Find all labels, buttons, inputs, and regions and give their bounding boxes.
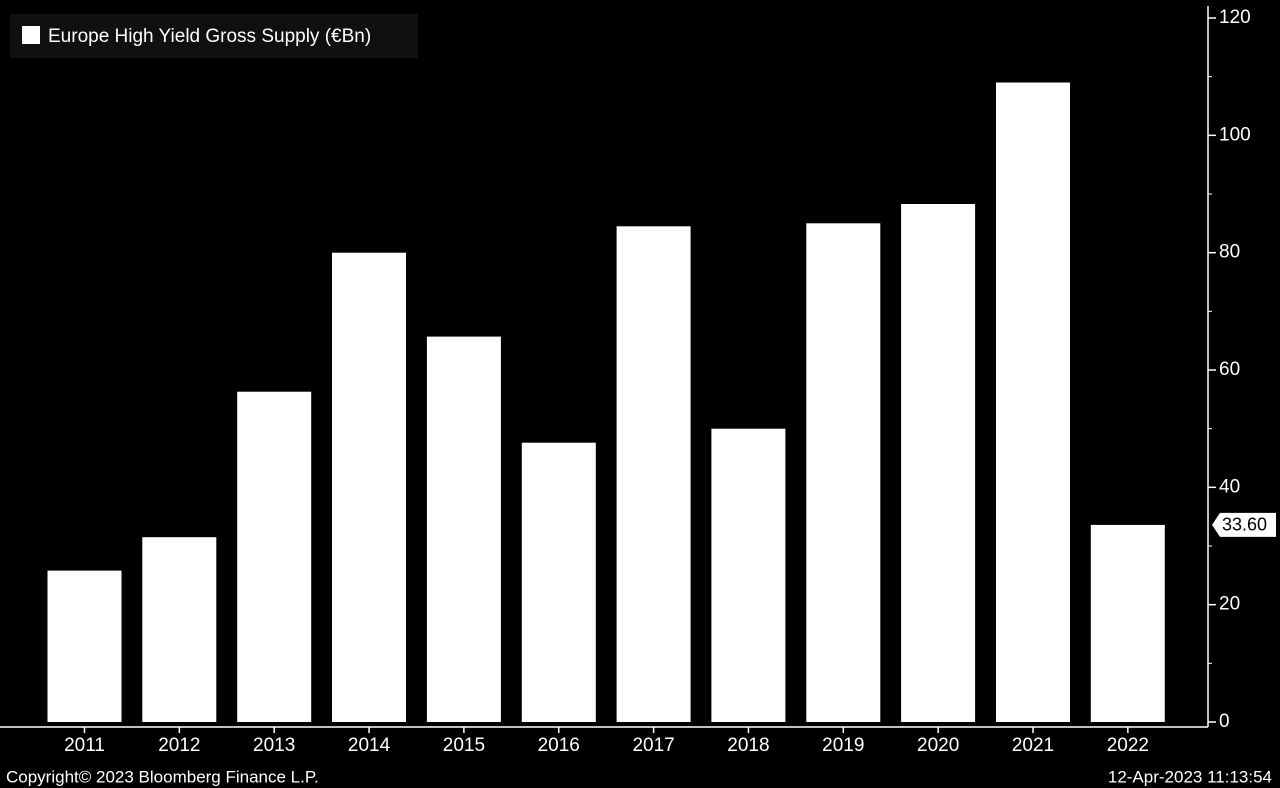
x-tick-label-2014: 2014 [348,735,391,756]
legend: Europe High Yield Gross Supply (€Bn) [10,14,418,58]
axes-group [0,6,1209,728]
x-tick-label-2012: 2012 [158,735,200,756]
y-tick-label-120: 120 [1219,7,1251,28]
bar-2012 [142,537,217,722]
x-tick-label-2020: 2020 [917,735,959,756]
last-value-label: 33.60 [1212,512,1276,537]
bar-2016 [521,442,596,722]
bar-2014 [332,252,406,722]
bar-2021 [996,82,1070,722]
footer-timestamp: 12-Apr-2023 11:13:54 [1108,767,1272,786]
bar-2011 [47,570,122,722]
last-value-label-background [1212,512,1276,537]
bar-2013 [237,391,312,722]
bar-2018 [711,428,786,722]
last-value-label-text: 33.60 [1222,515,1267,535]
legend-swatch [22,26,40,44]
x-tick-label-2017: 2017 [632,735,674,756]
y-tick-label-60: 60 [1219,359,1240,380]
x-tick-label-2021: 2021 [1012,735,1054,756]
x-tick-label-2015: 2015 [443,735,485,756]
bar-2020 [901,204,976,722]
footer-copyright: Copyright© 2023 Bloomberg Finance L.P. [6,767,319,786]
x-tick-label-2018: 2018 [727,735,769,756]
y-tick-label-0: 0 [1219,711,1230,732]
bar-2015 [426,336,501,722]
x-tick-label-2016: 2016 [538,735,580,756]
y-tick-label-100: 100 [1219,124,1251,145]
bar-2017 [616,226,691,723]
x-tick-label-2011: 2011 [64,735,105,756]
y-tick-label-20: 20 [1219,594,1240,615]
bar-2022 [1090,524,1165,722]
x-tick-label-2013: 2013 [253,735,295,756]
legend-label: Europe High Yield Gross Supply (€Bn) [48,26,371,47]
x-tick-label-2022: 2022 [1107,735,1149,756]
legend-box [10,14,418,58]
y-tick-label-40: 40 [1219,476,1240,497]
y-ticks-group: 0 20 40 60 80 100 120 [1208,7,1251,732]
x-ticks-group: 2011 2012 2013 2014 2015 2016 2017 2018 2019 2020… [64,727,1149,756]
bar-2019 [806,223,881,723]
bars-group [47,82,1165,723]
x-tick-label-2019: 2019 [822,735,864,756]
y-tick-label-80: 80 [1219,242,1240,263]
